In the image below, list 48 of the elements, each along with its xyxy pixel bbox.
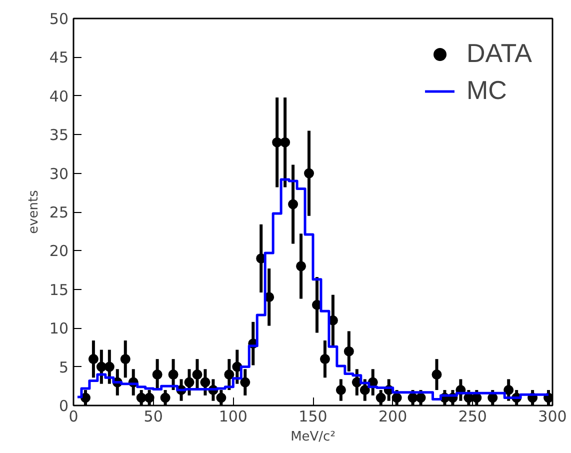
y-tick-label: 50 — [49, 10, 69, 28]
point — [80, 392, 90, 403]
y-axis-title: events — [26, 190, 42, 234]
point — [432, 370, 442, 380]
x-tick-label: 200 — [378, 408, 408, 426]
point — [336, 385, 346, 396]
point — [160, 392, 170, 403]
point — [240, 377, 250, 388]
y-tick-label: 25 — [49, 204, 69, 222]
legend-label: MC — [466, 75, 507, 106]
y-tick-label: 15 — [49, 280, 69, 299]
point — [304, 168, 314, 178]
point — [320, 354, 330, 364]
point — [392, 392, 402, 403]
y-tick-label: 40 — [49, 87, 69, 106]
point — [360, 385, 370, 396]
x-tick-label: 150 — [298, 408, 328, 426]
point — [280, 137, 290, 148]
point — [184, 377, 194, 388]
point — [504, 385, 514, 396]
point — [144, 392, 154, 403]
point — [344, 346, 354, 356]
point — [416, 392, 426, 403]
point — [224, 370, 234, 380]
legend-label: DATA — [466, 38, 532, 69]
point — [216, 392, 226, 403]
point — [104, 362, 114, 372]
y-tick-label: 10 — [49, 320, 69, 338]
y-tick-label: 35 — [49, 126, 69, 144]
point — [152, 370, 162, 380]
y-tick-label: 45 — [49, 48, 69, 67]
x-tick-label: 250 — [458, 408, 487, 426]
x-tick-label: 50 — [144, 408, 163, 426]
point — [200, 377, 210, 388]
point — [168, 370, 178, 380]
x-axis-title: MeV/c² — [290, 430, 336, 444]
y-tick-label: 20 — [49, 242, 69, 260]
point — [88, 354, 98, 364]
x-tick-label: 300 — [538, 408, 567, 426]
point — [376, 392, 386, 403]
point — [120, 354, 130, 364]
y-tick-label: 30 — [49, 164, 69, 183]
point — [192, 370, 202, 380]
point — [296, 261, 306, 272]
x-tick-label: 100 — [218, 408, 248, 426]
y-tick-label: 5 — [58, 358, 69, 376]
point — [272, 137, 282, 148]
point — [288, 199, 298, 210]
